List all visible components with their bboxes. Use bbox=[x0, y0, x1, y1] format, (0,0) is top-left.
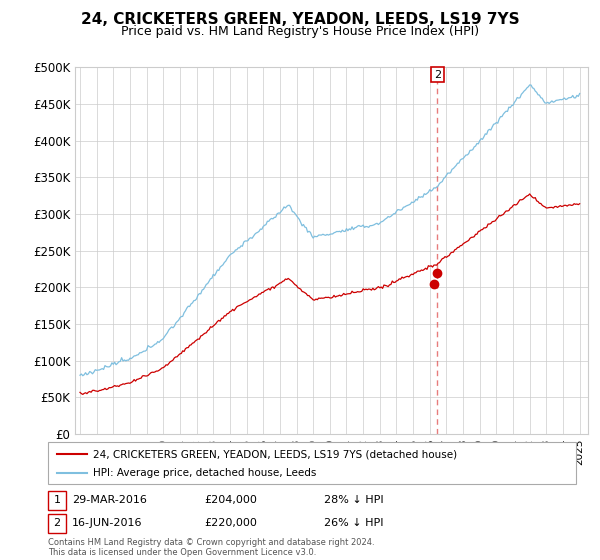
Text: £220,000: £220,000 bbox=[204, 519, 257, 528]
Text: HPI: Average price, detached house, Leeds: HPI: Average price, detached house, Leed… bbox=[93, 468, 316, 478]
Text: 1: 1 bbox=[53, 496, 61, 505]
Text: 24, CRICKETERS GREEN, YEADON, LEEDS, LS19 7YS (detached house): 24, CRICKETERS GREEN, YEADON, LEEDS, LS1… bbox=[93, 449, 457, 459]
Text: 29-MAR-2016: 29-MAR-2016 bbox=[72, 496, 147, 505]
Text: 24, CRICKETERS GREEN, YEADON, LEEDS, LS19 7YS: 24, CRICKETERS GREEN, YEADON, LEEDS, LS1… bbox=[80, 12, 520, 27]
Text: £204,000: £204,000 bbox=[204, 496, 257, 505]
Text: Price paid vs. HM Land Registry's House Price Index (HPI): Price paid vs. HM Land Registry's House … bbox=[121, 25, 479, 38]
Text: 2: 2 bbox=[53, 519, 61, 528]
Text: 28% ↓ HPI: 28% ↓ HPI bbox=[324, 496, 383, 505]
Text: 26% ↓ HPI: 26% ↓ HPI bbox=[324, 519, 383, 528]
Text: 2: 2 bbox=[434, 69, 441, 80]
Text: Contains HM Land Registry data © Crown copyright and database right 2024.
This d: Contains HM Land Registry data © Crown c… bbox=[48, 538, 374, 557]
Text: 16-JUN-2016: 16-JUN-2016 bbox=[72, 519, 143, 528]
